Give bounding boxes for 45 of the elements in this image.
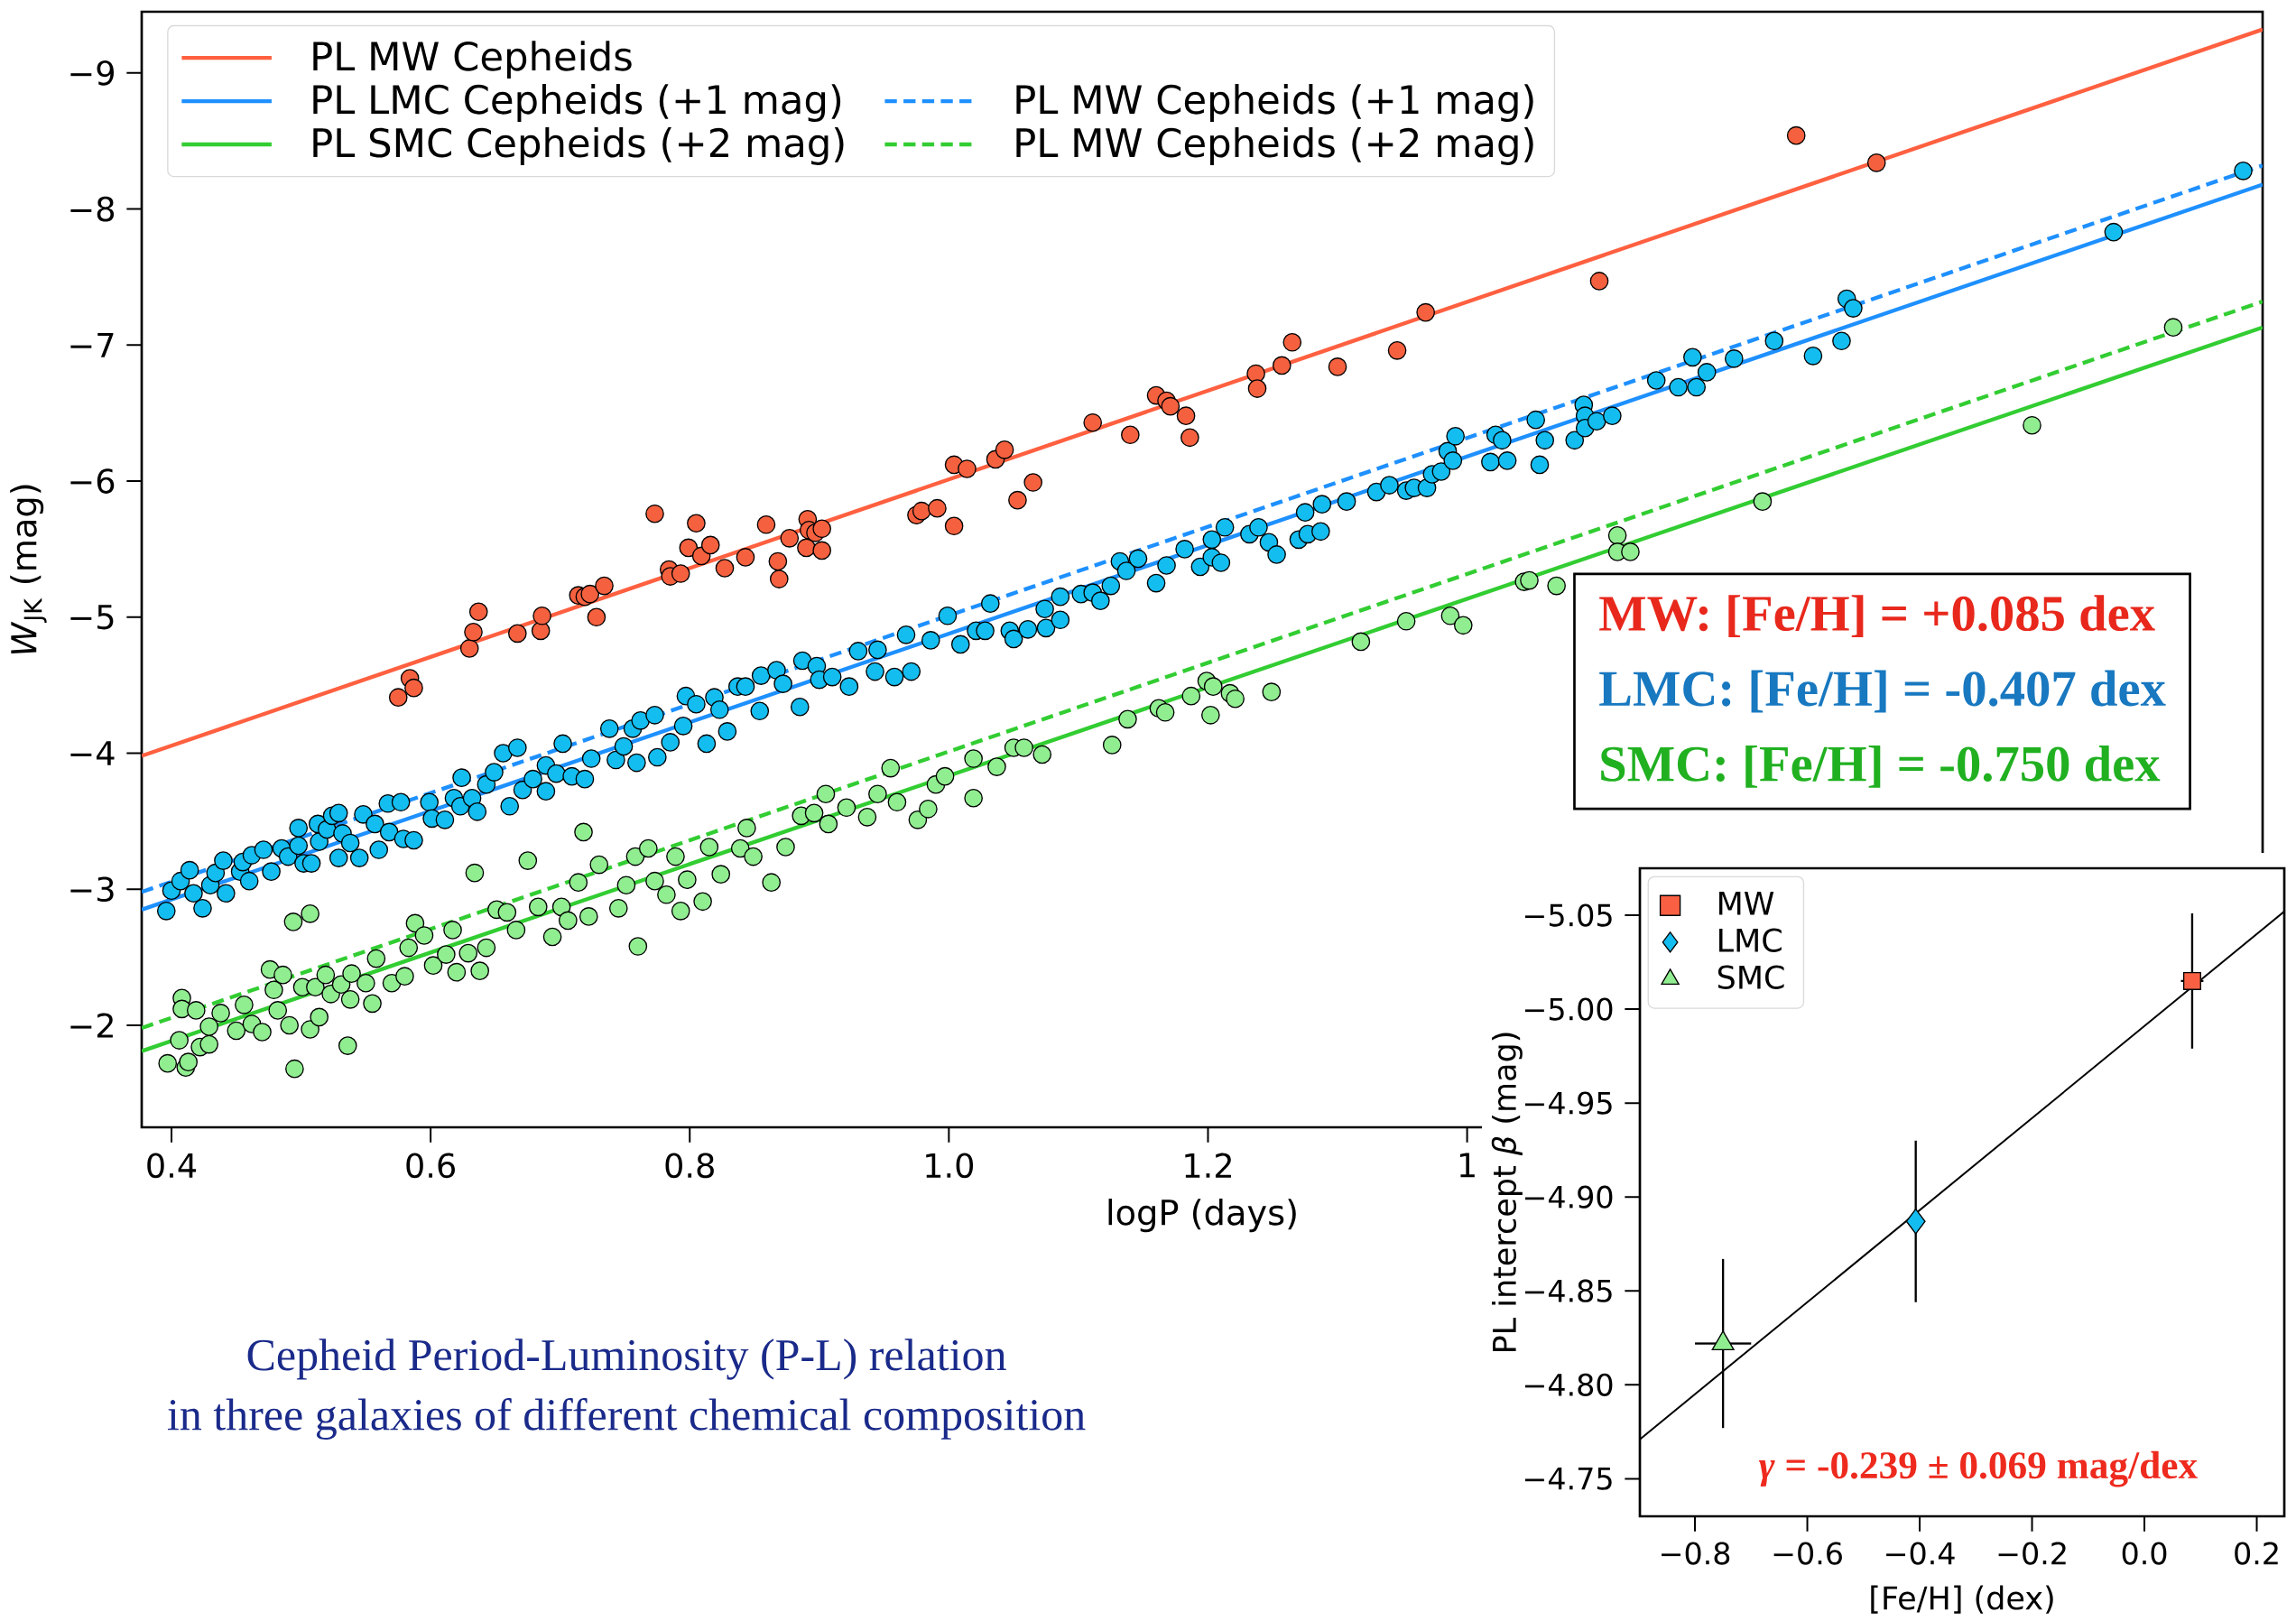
x-tick-label: 0.4 [147,1153,197,1179]
y-tick-label: −4.75 [1524,1467,1612,1490]
x-tick-label: 0.6 [406,1153,455,1179]
x-tick-label: −0.2 [1998,1542,2066,1565]
y-axis-title: W$_{JK}$ (mag) [10,485,47,654]
y-tick-label: −3 [70,876,114,903]
x-tick-label: −0.8 [1662,1542,1730,1565]
legend-label: LMC [1719,928,1782,952]
y-tick-label: −5.05 [1524,903,1612,927]
x-tick-label: 0.8 [665,1153,714,1179]
x-axis-title: [Fe/H] (dex) [1871,1585,2053,1614]
y-tick-label: −6 [70,468,115,494]
y-tick-label: −4.90 [1524,1185,1613,1209]
y-tick-label: −4.95 [1524,1091,1612,1115]
annotation: MW: [Fe/H] = +0.085 dex [1599,595,2155,638]
y-tick-label: −4 [70,741,115,765]
y-tick-label: −4.85 [1524,1279,1612,1302]
x-tick-label: 1.2 [1185,1153,1231,1178]
legend-label: MW [1719,891,1774,915]
x-axis-title: logP (days) [1108,1199,1296,1233]
y-tick-label: −4.80 [1524,1373,1613,1396]
x-tick-label: −0.4 [1886,1542,1955,1565]
y-tick-label: −7 [70,332,114,357]
legend-label: PL MW Cepheids [313,41,632,79]
y-tick-label: −9 [70,60,114,86]
legend-label: PL MW Cepheids (+1 mag) [1016,84,1533,122]
x-tick-label: 1.0 [926,1153,974,1179]
y-tick-label: −2 [70,1013,113,1038]
x-tick-label: 1 [1459,1153,1475,1178]
x-tick-label: 0.2 [2235,1542,2278,1565]
annotation: γ = -0.239 ± 0.069 mag/dex [1758,1450,2198,1487]
x-tick-label: 0.0 [2122,1542,2167,1565]
annotation: SMC: [Fe/H] = -0.750 dex [1601,745,2161,788]
legend-label: PL MW Cepheids (+2 mag) [1016,127,1533,165]
y-tick-label: −5 [70,605,114,630]
legend-label: PL SMC Cepheids (+2 mag) [313,127,844,165]
y-tick-label: −8 [70,196,115,222]
legend-label: SMC [1717,965,1784,989]
annotation: LMC: [Fe/H] = -0.407 dex [1599,670,2166,713]
text: Cepheid Period-Luminosity (P-L) relation [247,1338,1006,1380]
text: in three galaxies of different chemical composition [167,1398,1086,1440]
legend-label: PL LMC Cepheids (+1 mag) [313,84,841,122]
x-tick-label: −0.6 [1773,1542,1842,1565]
y-tick-label: −5.00 [1524,997,1613,1021]
y-axis-title: PL intercept β (mag) [1491,1033,1523,1351]
